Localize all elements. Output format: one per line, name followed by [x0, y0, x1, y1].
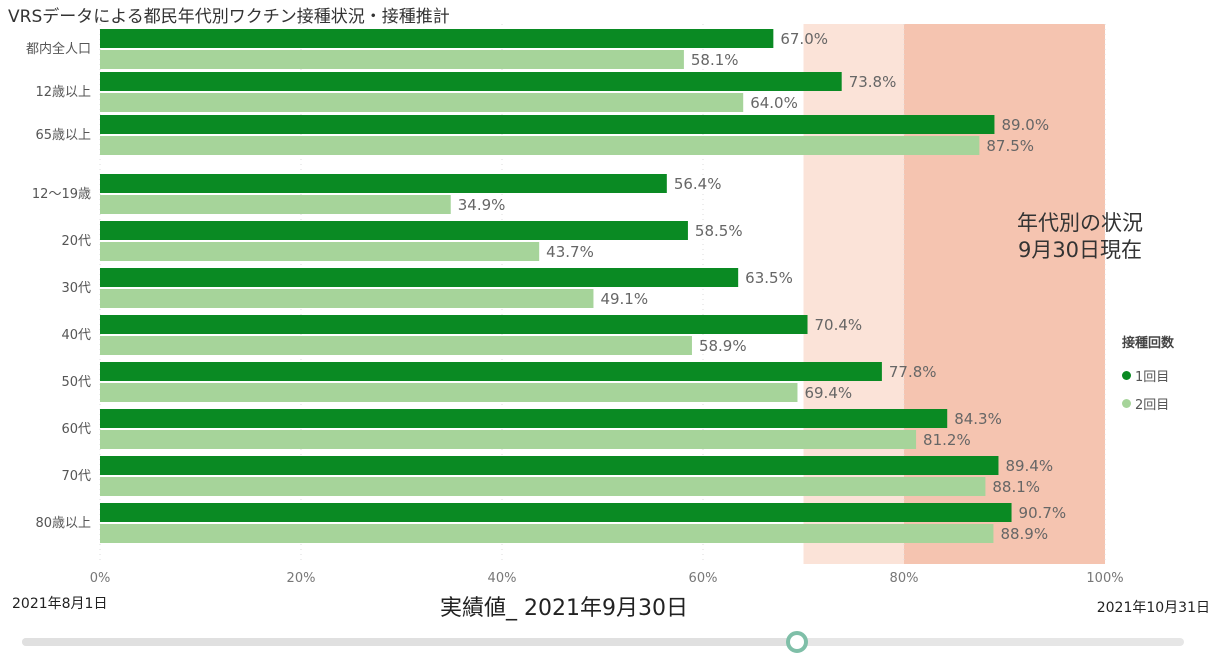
x-tick-label: 100%	[1086, 571, 1123, 586]
data-label: 34.9%	[458, 196, 506, 214]
data-label: 90.7%	[1019, 504, 1067, 522]
slider-current-date: 実績値_ 2021年9月30日	[440, 590, 688, 622]
bar-dose1	[100, 315, 808, 334]
slider-end-date: 2021年10月31日	[1096, 600, 1210, 616]
bar-dose2	[100, 195, 451, 214]
data-label: 88.9%	[1000, 525, 1048, 543]
slider-current-value: 2021年9月30日	[524, 596, 688, 621]
data-label: 89.0%	[1001, 116, 1049, 134]
bar-dose1	[100, 174, 667, 193]
data-label: 63.5%	[745, 269, 793, 287]
data-label: 43.7%	[546, 243, 594, 261]
bar-dose2	[100, 50, 684, 69]
category-label: 80歳以上	[35, 516, 91, 531]
data-label: 88.1%	[992, 478, 1040, 496]
legend-item-dose2[interactable]: 2回目	[1122, 389, 1174, 417]
bar-dose1	[100, 72, 842, 91]
status-annotation-line2: 9月30日現在	[1017, 238, 1143, 262]
bar-dose2	[100, 136, 980, 155]
data-label: 77.8%	[889, 363, 937, 381]
data-label: 73.8%	[849, 73, 897, 91]
data-label: 58.9%	[699, 337, 747, 355]
status-annotation-line1: 年代別の状況	[1017, 211, 1143, 235]
slider-current-prefix: 実績値_	[440, 596, 518, 621]
data-label: 69.4%	[804, 384, 852, 402]
x-tick-label: 0%	[90, 571, 111, 586]
bar-dose2	[100, 93, 744, 112]
legend-dot-dose1-icon	[1122, 370, 1131, 380]
category-label: 12歳以上	[35, 85, 91, 100]
bar-dose1	[100, 221, 688, 240]
category-label: 都内全人口	[26, 41, 91, 57]
bar-dose2	[100, 336, 692, 355]
bar-dose1	[100, 409, 948, 428]
category-label: 40代	[61, 328, 91, 343]
legend-label-dose1: 1回目	[1135, 369, 1170, 385]
data-label: 67.0%	[780, 30, 828, 48]
legend-dot-dose2-icon	[1122, 398, 1131, 408]
bar-dose1	[100, 115, 995, 134]
bar-dose1	[100, 456, 999, 475]
x-tick-label: 80%	[890, 571, 919, 586]
category-label: 70代	[61, 469, 91, 484]
slider-start-date: 2021年8月1日	[12, 596, 108, 612]
status-annotation: 年代別の状況 9月30日現在	[990, 210, 1170, 264]
date-slider-fill	[22, 638, 798, 646]
category-label: 50代	[61, 375, 91, 390]
x-tick-label: 60%	[689, 571, 718, 586]
data-label: 64.0%	[750, 94, 798, 112]
bar-dose2	[100, 289, 594, 308]
x-tick-label: 20%	[287, 571, 316, 586]
data-label: 89.4%	[1005, 457, 1053, 475]
date-slider-thumb[interactable]	[786, 631, 809, 653]
category-label: 30代	[61, 281, 91, 296]
legend-title: 接種回数	[1122, 336, 1175, 351]
data-label: 70.4%	[815, 316, 863, 334]
bar-dose2	[100, 524, 994, 543]
data-label: 87.5%	[986, 137, 1034, 155]
category-label: 12〜19歳	[32, 187, 91, 202]
category-label: 20代	[61, 234, 91, 249]
bar-dose2	[100, 383, 798, 402]
bar-dose1	[100, 503, 1012, 522]
data-label: 49.1%	[600, 290, 648, 308]
bar-dose1	[100, 362, 882, 381]
bar-dose1	[100, 29, 774, 48]
category-label: 65歳以上	[35, 128, 91, 143]
data-label: 58.5%	[695, 222, 743, 240]
category-label: 60代	[61, 422, 91, 437]
legend-label-dose2: 2回目	[1135, 397, 1170, 413]
bar-dose2	[100, 477, 986, 496]
data-label: 81.2%	[923, 431, 971, 449]
legend-item-dose1[interactable]: 1回目	[1122, 361, 1174, 389]
legend: 接種回数 1回目 2回目	[1122, 332, 1174, 417]
bar-chart: 都内全人口 67.0% 58.1% 12歳以上 73.8% 64.0% 65歳以上 89.0%…	[26, 24, 1124, 586]
x-tick-label: 40%	[488, 571, 517, 586]
bar-dose2	[100, 430, 917, 449]
date-slider-track[interactable]	[22, 631, 1184, 653]
data-label: 56.4%	[674, 175, 722, 193]
bar-dose2	[100, 242, 540, 261]
chart-title: VRSデータによる都民年代別ワクチン接種状況・接種推計	[8, 7, 450, 27]
data-label: 84.3%	[954, 410, 1002, 428]
bar-dose1	[100, 268, 739, 287]
data-label: 58.1%	[691, 51, 739, 69]
